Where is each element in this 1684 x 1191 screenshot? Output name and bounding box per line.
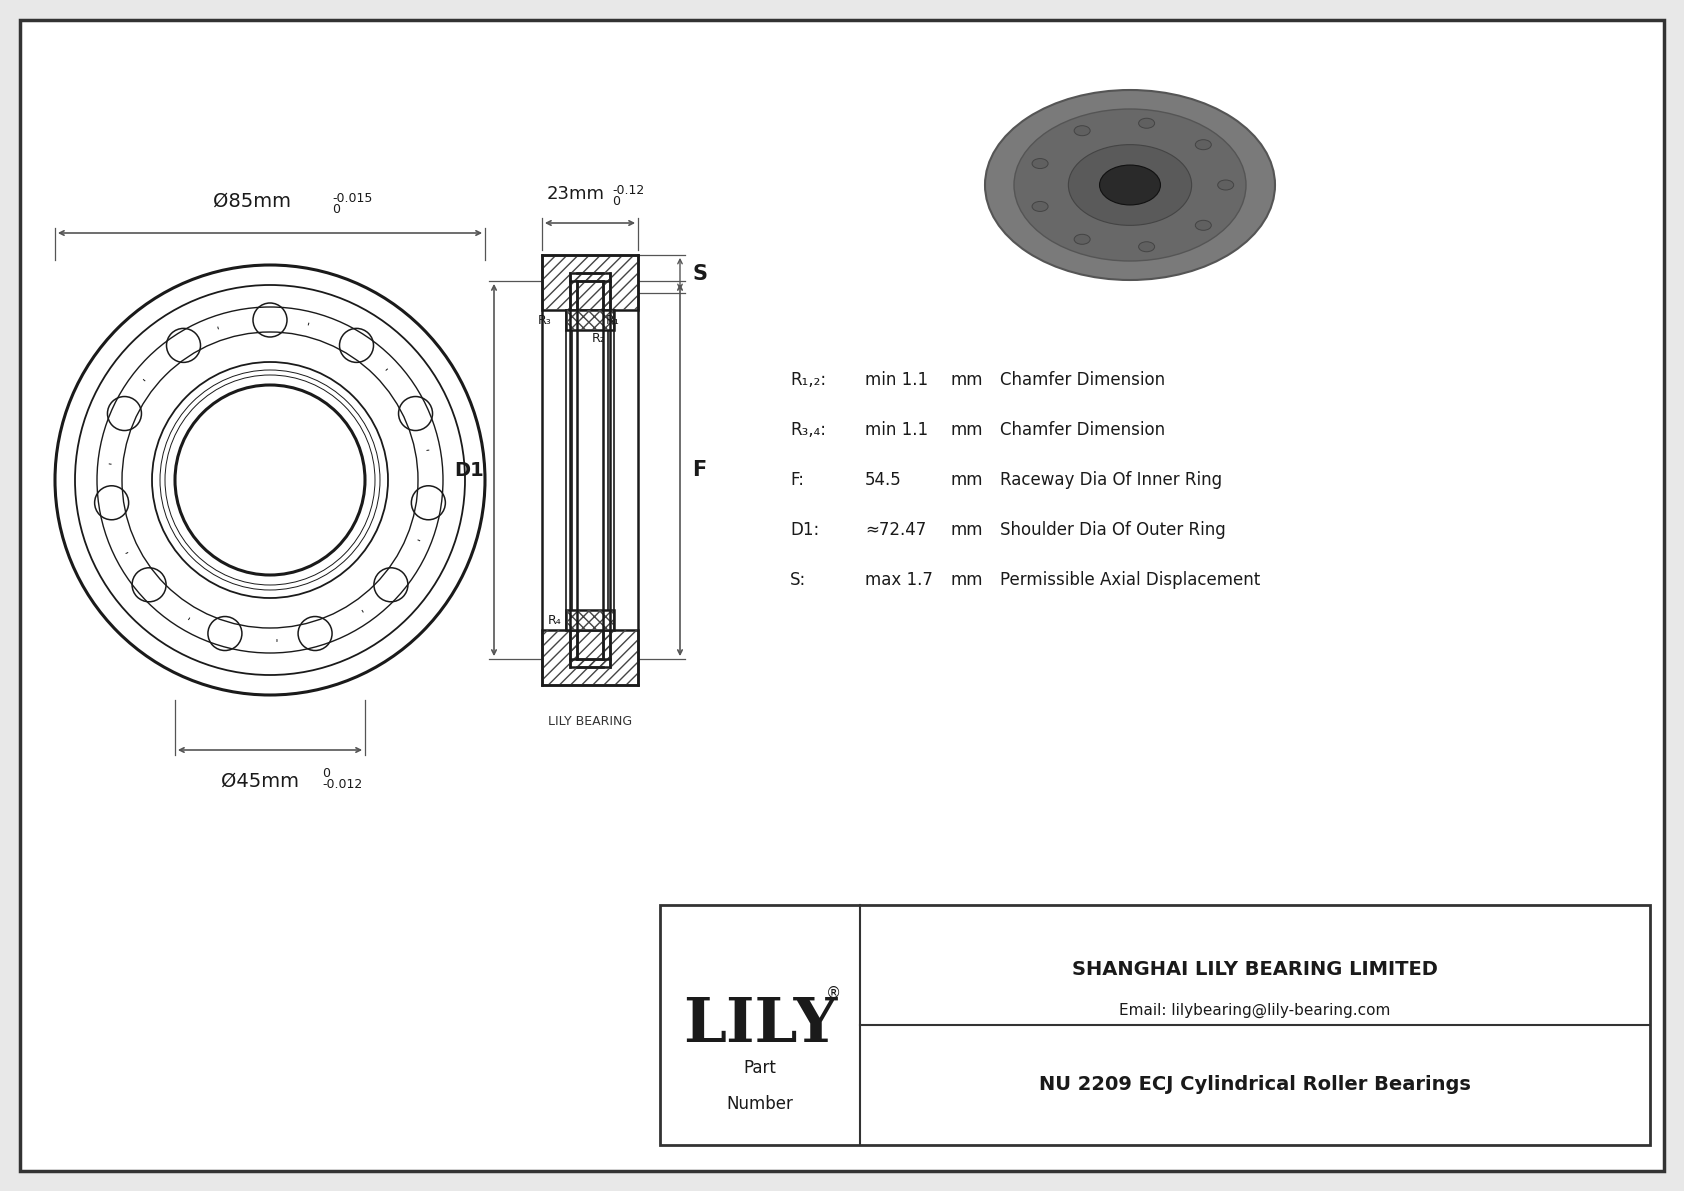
- Text: Permissible Axial Displacement: Permissible Axial Displacement: [1000, 570, 1260, 590]
- Polygon shape: [542, 255, 638, 310]
- Text: S: S: [692, 264, 707, 283]
- Ellipse shape: [1032, 201, 1047, 212]
- Text: Ø45mm: Ø45mm: [221, 772, 300, 791]
- Polygon shape: [569, 273, 610, 310]
- Text: NU 2209 ECJ Cylindrical Roller Bearings: NU 2209 ECJ Cylindrical Roller Bearings: [1039, 1075, 1470, 1095]
- Text: 0: 0: [322, 767, 330, 780]
- Text: min 1.1: min 1.1: [866, 372, 928, 389]
- Text: F: F: [692, 460, 706, 480]
- Text: SHANGHAI LILY BEARING LIMITED: SHANGHAI LILY BEARING LIMITED: [1073, 960, 1438, 979]
- Ellipse shape: [1074, 235, 1090, 244]
- Ellipse shape: [1138, 242, 1155, 251]
- Text: LILY BEARING: LILY BEARING: [547, 715, 632, 728]
- Text: R₃,₄:: R₃,₄:: [790, 420, 825, 439]
- Text: ®: ®: [825, 985, 840, 1000]
- Text: mm: mm: [950, 570, 982, 590]
- Ellipse shape: [1196, 220, 1211, 230]
- Ellipse shape: [1218, 180, 1234, 191]
- Text: Raceway Dia Of Inner Ring: Raceway Dia Of Inner Ring: [1000, 470, 1223, 490]
- Ellipse shape: [1068, 144, 1192, 225]
- Text: Shoulder Dia Of Outer Ring: Shoulder Dia Of Outer Ring: [1000, 520, 1226, 540]
- Ellipse shape: [1138, 118, 1155, 129]
- Text: R₄: R₄: [547, 613, 562, 626]
- Text: -0.015: -0.015: [332, 192, 372, 205]
- Bar: [660, 905, 1650, 1145]
- Text: ≈72.47: ≈72.47: [866, 520, 926, 540]
- Polygon shape: [573, 318, 608, 622]
- Text: Chamfer Dimension: Chamfer Dimension: [1000, 420, 1165, 439]
- Text: 54.5: 54.5: [866, 470, 901, 490]
- Ellipse shape: [1196, 139, 1211, 150]
- Text: max 1.7: max 1.7: [866, 570, 933, 590]
- Text: Chamfer Dimension: Chamfer Dimension: [1000, 372, 1165, 389]
- Text: D1: D1: [455, 461, 483, 480]
- Text: Ø85mm: Ø85mm: [212, 192, 291, 211]
- Ellipse shape: [1032, 158, 1047, 169]
- Text: Number: Number: [726, 1096, 793, 1114]
- Text: mm: mm: [950, 520, 982, 540]
- Text: R₁: R₁: [606, 313, 620, 326]
- Text: F:: F:: [790, 470, 803, 490]
- Polygon shape: [566, 610, 615, 630]
- Text: R₂: R₂: [593, 331, 606, 344]
- Polygon shape: [566, 310, 615, 330]
- Text: Part: Part: [744, 1059, 776, 1077]
- Ellipse shape: [1014, 110, 1246, 261]
- Text: -0.12: -0.12: [611, 183, 645, 197]
- Ellipse shape: [1074, 126, 1090, 136]
- Text: mm: mm: [950, 372, 982, 389]
- Text: 0: 0: [611, 195, 620, 208]
- Text: S:: S:: [790, 570, 807, 590]
- Text: Email: lilybearing@lily-bearing.com: Email: lilybearing@lily-bearing.com: [1120, 1003, 1391, 1018]
- Polygon shape: [542, 630, 638, 685]
- Text: min 1.1: min 1.1: [866, 420, 928, 439]
- Ellipse shape: [1100, 166, 1160, 205]
- Ellipse shape: [1090, 158, 1170, 211]
- Text: R₁,₂:: R₁,₂:: [790, 372, 827, 389]
- Text: 23mm: 23mm: [547, 185, 605, 202]
- Text: R₃: R₃: [537, 313, 552, 326]
- Text: -0.012: -0.012: [322, 778, 362, 791]
- Polygon shape: [569, 630, 610, 667]
- Ellipse shape: [985, 91, 1275, 280]
- Text: mm: mm: [950, 470, 982, 490]
- Text: LILY: LILY: [682, 994, 837, 1055]
- Text: mm: mm: [950, 420, 982, 439]
- Text: D1:: D1:: [790, 520, 818, 540]
- Text: 0: 0: [332, 202, 340, 216]
